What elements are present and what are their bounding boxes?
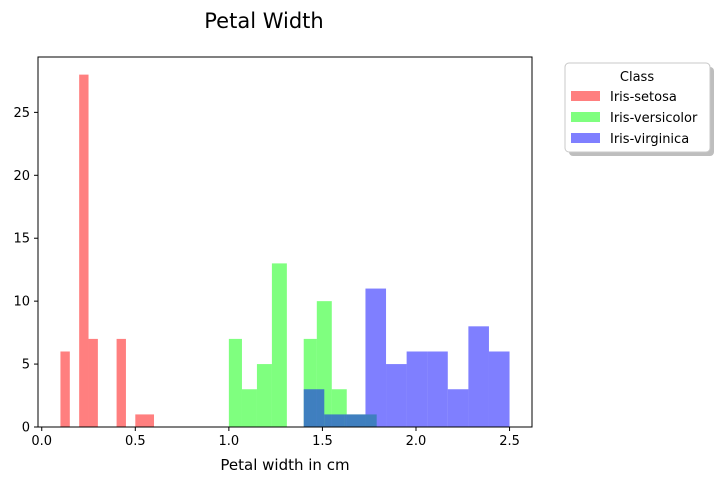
legend-items: Iris-setosa Iris-versicolor Iris-virginica [571,90,698,147]
bars-layer [60,74,510,428]
y-tick-label: 25 [13,106,30,121]
bar-iris-setosa-2 [88,338,98,427]
legend-box [564,62,711,153]
bar-iris-virginica-9 [488,351,510,427]
bar-iris-virginica-8 [468,326,489,427]
bar-iris-setosa-1 [79,74,89,428]
x-tick-label: 1.5 [312,434,333,449]
bar-iris-setosa-0 [60,351,70,427]
legend: Class Iris-setosa Iris-versicolor Iris-vir… [564,62,714,156]
legend-swatch-iris-virginica [571,133,600,143]
x-axis-label: Petal width in cm [220,456,349,474]
bar-iris-setosa-3 [116,338,126,427]
legend-title: Class [620,70,654,85]
bar-iris-virginica-3 [365,288,387,427]
bar-iris-virginica-2 [344,414,366,427]
y-tick-label: 15 [13,232,30,247]
y-tick-label: 5 [22,358,30,373]
y-tick-label: 10 [13,295,30,310]
y-axis-ticks: 0 5 10 15 20 25 [13,106,38,436]
bar-iris-setosa-4 [135,414,155,427]
legend-swatch-iris-setosa [571,91,600,101]
bar-iris-virginica-7 [447,389,469,427]
bar-iris-versicolor-0 [228,338,242,427]
x-tick-label: 1.0 [219,434,240,449]
x-tick-label: 2.5 [499,434,520,449]
x-tick-label: 0.5 [125,434,146,449]
bar-iris-versicolor-2 [256,364,272,427]
x-tick-label: 2.0 [406,434,427,449]
chart-title: Petal Width [204,9,323,33]
bar-iris-virginica-0 [303,389,325,427]
bar-iris-virginica-5 [406,351,428,427]
bar-iris-virginica-1 [324,414,345,427]
legend-label-iris-virginica: Iris-virginica [610,132,689,147]
bar-iris-virginica-6 [427,351,448,427]
legend-label-iris-setosa: Iris-setosa [610,90,677,105]
bar-iris-virginica-4 [386,364,407,427]
y-tick-label: 20 [13,169,30,184]
x-axis-ticks: 0.0 0.5 1.0 1.5 2.0 2.5 [31,427,520,449]
bar-iris-versicolor-3 [271,263,287,427]
plot-frame [37,56,533,428]
legend-label-iris-versicolor: Iris-versicolor [610,111,698,126]
y-tick-label: 0 [22,421,30,436]
bar-iris-versicolor-1 [241,389,257,427]
x-tick-label: 0.0 [31,434,52,449]
legend-swatch-iris-versicolor [571,112,600,122]
